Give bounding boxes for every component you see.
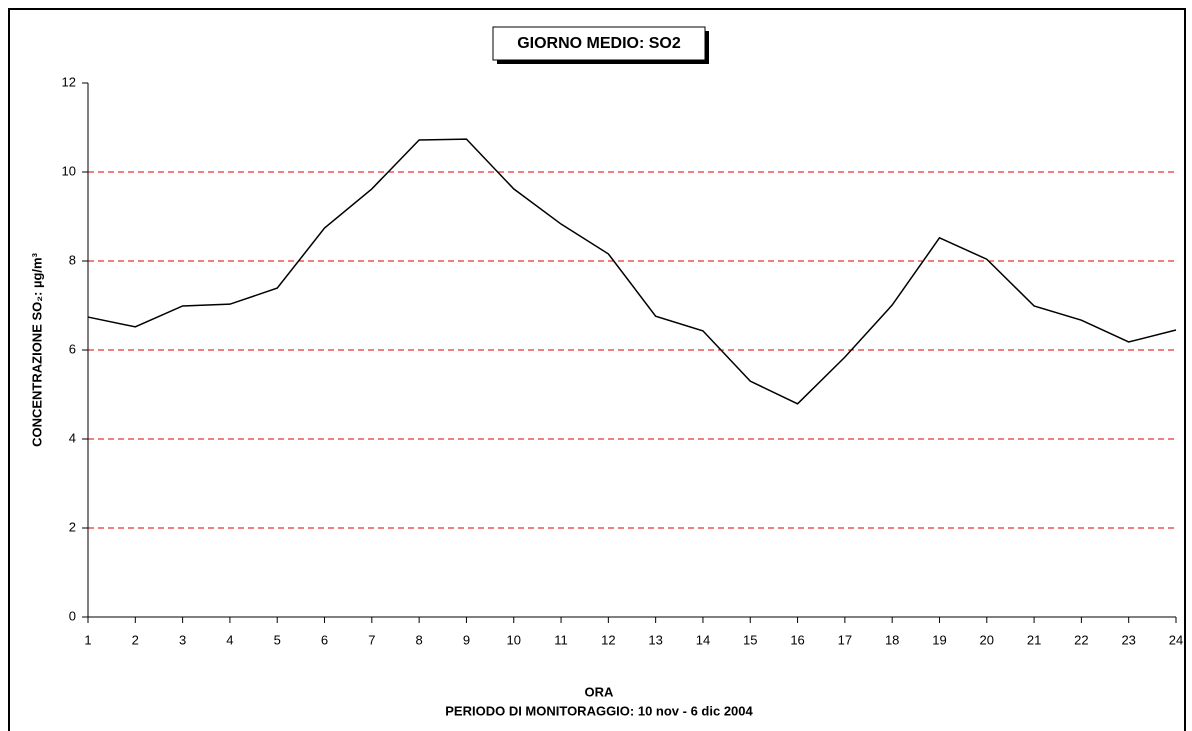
x-tick-label: 14 (696, 632, 710, 647)
y-axis-title: CONCENTRAZIONE SO₂: µg/m³ (29, 252, 44, 446)
title-box (492, 26, 706, 61)
x-tick-label: 10 (507, 632, 521, 647)
x-tick-label: 7 (368, 632, 375, 647)
x-tick-label: 16 (790, 632, 804, 647)
x-tick-label: 1 (84, 632, 91, 647)
y-tick-label: 0 (69, 608, 76, 623)
x-tick-label: 18 (885, 632, 899, 647)
x-tick-label: 17 (838, 632, 852, 647)
x-tick-label: 4 (226, 632, 233, 647)
x-tick-label: 21 (1027, 632, 1041, 647)
y-tick-label: 10 (62, 163, 76, 178)
y-tick-label: 2 (69, 519, 76, 534)
x-tick-label: 19 (932, 632, 946, 647)
subtitle: PERIODO DI MONITORAGGIO: 10 nov - 6 dic … (445, 703, 753, 718)
x-axis-title: ORA (585, 684, 615, 699)
x-tick-label: 13 (648, 632, 662, 647)
y-tick-label: 6 (69, 341, 76, 356)
chart-title: GIORNO MEDIO: SO2 (517, 35, 681, 52)
x-tick-label: 11 (554, 632, 568, 647)
x-tick-label: 15 (743, 632, 757, 647)
x-tick-label: 24 (1169, 632, 1183, 647)
y-tick-label: 4 (69, 430, 76, 445)
x-tick-label: 20 (980, 632, 994, 647)
x-tick-label: 5 (274, 632, 281, 647)
x-tick-label: 9 (463, 632, 470, 647)
y-tick-label: 12 (62, 74, 76, 89)
x-tick-label: 23 (1121, 632, 1135, 647)
x-tick-label: 12 (601, 632, 615, 647)
x-tick-label: 8 (416, 632, 423, 647)
chart-border (8, 8, 1186, 731)
line (87, 138, 1177, 405)
x-tick-label: 22 (1074, 632, 1088, 647)
x-tick-label: 3 (179, 632, 186, 647)
x-tick-label: 2 (132, 632, 139, 647)
y-tick-label: 8 (69, 252, 76, 267)
x-tick-label: 6 (321, 632, 328, 647)
